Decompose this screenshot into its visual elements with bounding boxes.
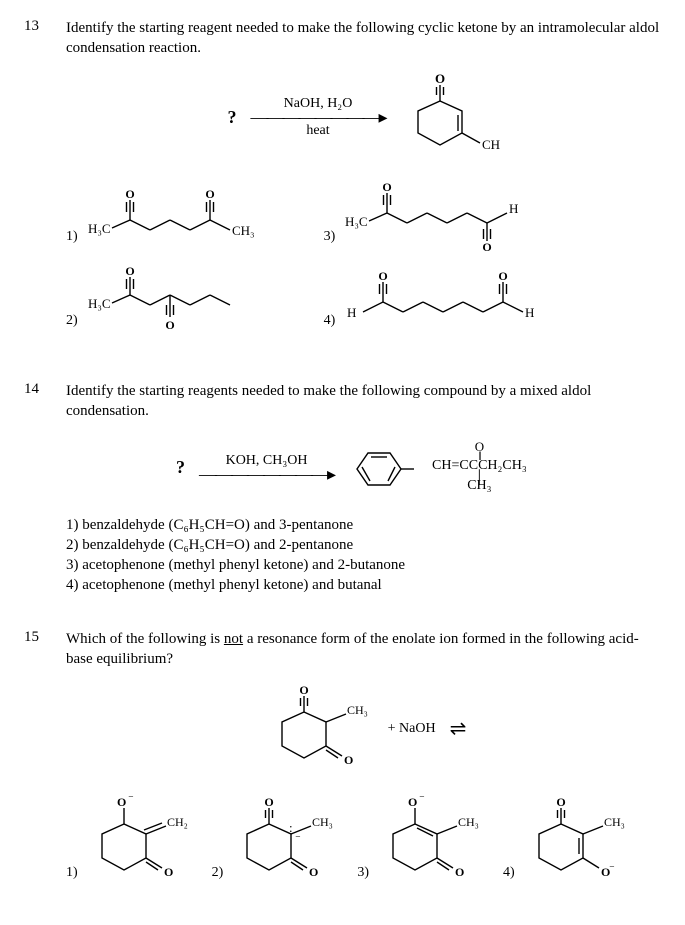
svg-text:O: O bbox=[265, 795, 274, 809]
option-label: 4) bbox=[324, 313, 336, 335]
svg-text:O: O bbox=[164, 865, 173, 879]
plus-naoh: + NaOH bbox=[388, 721, 436, 737]
option-3: 3) acetophenone (methyl phenyl ketone) a… bbox=[66, 557, 661, 574]
question-body: Identify the starting reagent needed to … bbox=[66, 18, 661, 349]
svg-text:O: O bbox=[379, 270, 388, 283]
question-15: 15 Which of the following is not a reson… bbox=[24, 629, 661, 901]
reaction-unknown: ? bbox=[176, 457, 185, 478]
svg-text:O: O bbox=[117, 795, 126, 809]
svg-text:O: O bbox=[205, 187, 214, 201]
start-structure: O O CH₃ bbox=[264, 684, 374, 774]
svg-text:CH₃: CH₃ bbox=[604, 815, 625, 829]
equilibrium-arrow-icon: ⇌ bbox=[450, 716, 464, 741]
option-label: 2) bbox=[212, 865, 224, 887]
stem-underlined: not bbox=[224, 631, 243, 647]
svg-text:O: O bbox=[299, 684, 308, 697]
reaction-arrow: KOH, CH₃OH ————————▸ bbox=[199, 453, 334, 481]
question-body: Identify the starting reagents needed to… bbox=[66, 381, 661, 598]
product-ch3-label: CH₃ bbox=[482, 137, 500, 152]
svg-text:O: O bbox=[556, 795, 565, 809]
reaction-arrow: NaOH, H₂O ————————▸ heat bbox=[250, 96, 385, 138]
reaction-conditions-bottom: heat bbox=[306, 123, 329, 139]
svg-text:CH₃: CH₃ bbox=[347, 703, 368, 717]
option-label: 4) bbox=[503, 865, 515, 887]
question-stem: Identify the starting reagent needed to … bbox=[66, 18, 661, 59]
svg-text:O: O bbox=[499, 270, 508, 283]
resonance-options: 1) O ⁻ O CH₂ bbox=[66, 792, 661, 901]
svg-text:⁻: ⁻ bbox=[295, 833, 301, 845]
option-4: 4) O O ⁻ CH₃ bbox=[503, 792, 631, 887]
option-4-structure: O O H H bbox=[341, 270, 561, 330]
option-4: 4) acetophenone (methyl phenyl ketone) a… bbox=[66, 577, 661, 594]
question-body: Which of the following is not a resonanc… bbox=[66, 629, 661, 901]
svg-text:H₃C: H₃C bbox=[345, 214, 368, 229]
question-14: 14 Identify the starting reagents needed… bbox=[24, 381, 661, 598]
option-4: 4) bbox=[324, 265, 562, 335]
option-2: 2) benzaldehyde (C₆H₅CH=O) and 2-pentano… bbox=[66, 537, 661, 554]
option-3: 3) O ⁻ O CH₃ bbox=[357, 792, 485, 887]
product-structure: O CH₃ bbox=[400, 73, 500, 163]
product-tail-2: CH₃ bbox=[432, 479, 527, 494]
svg-text:⁻: ⁻ bbox=[128, 793, 134, 805]
svg-text:⁻: ⁻ bbox=[609, 863, 615, 875]
svg-text:⁻: ⁻ bbox=[419, 793, 425, 805]
option-2: 2) O O bbox=[66, 265, 284, 335]
svg-text:H: H bbox=[509, 201, 518, 216]
svg-text:O: O bbox=[434, 73, 444, 86]
question-number: 13 bbox=[24, 18, 66, 349]
question-13: 13 Identify the starting reagent needed … bbox=[24, 18, 661, 349]
question-number: 15 bbox=[24, 629, 66, 901]
svg-text:O: O bbox=[125, 265, 134, 278]
equilibrium-scheme: O O CH₃ + NaOH ⇌ bbox=[66, 684, 661, 774]
option-3: 3) bbox=[324, 181, 552, 251]
option-label: 1) bbox=[66, 865, 78, 887]
option-1: 1) O ⁻ O CH₂ bbox=[66, 792, 194, 887]
stem-pre: Which of the following is bbox=[66, 631, 224, 647]
svg-text::: : bbox=[289, 820, 293, 835]
product-tail: O ‖ CH=CCCH₂CH₃ │ CH₃ bbox=[432, 440, 527, 494]
svg-text:O: O bbox=[344, 753, 353, 767]
phenyl-ring bbox=[348, 435, 418, 499]
option-1-structure: O ⁻ O CH₂ bbox=[84, 792, 194, 887]
svg-text:H: H bbox=[525, 305, 534, 320]
option-1: 1) benzaldehyde (C₆H₅CH=O) and 3-pentano… bbox=[66, 517, 661, 534]
reaction-unknown: ? bbox=[227, 107, 236, 128]
option-2-structure: O O H₃C bbox=[84, 265, 284, 335]
svg-text:H₃C: H₃C bbox=[88, 221, 111, 236]
reaction-scheme: ? NaOH, H₂O ————————▸ heat bbox=[66, 73, 661, 163]
svg-text:CH₃: CH₃ bbox=[232, 223, 255, 238]
svg-text:CH₃: CH₃ bbox=[312, 815, 333, 829]
option-label: 3) bbox=[357, 865, 369, 887]
option-1-structure: O O H₃C CH₃ bbox=[84, 186, 284, 246]
svg-text:O: O bbox=[483, 240, 492, 251]
options-row-1: 1) bbox=[66, 181, 661, 265]
question-stem: Which of the following is not a resonanc… bbox=[66, 629, 661, 670]
option-label: 1) bbox=[66, 229, 78, 251]
svg-text:H: H bbox=[347, 305, 356, 320]
option-label: 2) bbox=[66, 313, 78, 335]
option-4-structure: O O ⁻ CH₃ bbox=[521, 792, 631, 887]
svg-text:O: O bbox=[455, 865, 464, 879]
arrow-icon: ————————▸ bbox=[199, 467, 334, 481]
svg-text:O: O bbox=[408, 795, 417, 809]
question-stem: Identify the starting reagents needed to… bbox=[66, 381, 661, 422]
options-row-2: 2) O O bbox=[66, 265, 661, 349]
svg-text:CH₃: CH₃ bbox=[458, 815, 479, 829]
option-2: 2) O O CH₃ : ⁻ bbox=[212, 792, 340, 887]
svg-text:O: O bbox=[309, 865, 318, 879]
option-2-structure: O O CH₃ : ⁻ bbox=[229, 792, 339, 887]
option-3-structure: O O H₃C H bbox=[341, 181, 551, 251]
question-number: 14 bbox=[24, 381, 66, 598]
reaction-scheme: ? KOH, CH₃OH ————————▸ O ‖ CH=CCCH₂CH₃ bbox=[66, 435, 661, 499]
svg-text:O: O bbox=[383, 181, 392, 194]
svg-text:O: O bbox=[125, 187, 134, 201]
option-3-structure: O ⁻ O CH₃ bbox=[375, 792, 485, 887]
options-list: 1) benzaldehyde (C₆H₅CH=O) and 3-pentano… bbox=[66, 517, 661, 594]
svg-text:CH₂: CH₂ bbox=[167, 815, 188, 829]
option-1: 1) bbox=[66, 181, 284, 251]
svg-text:H₃C: H₃C bbox=[88, 296, 111, 311]
option-label: 3) bbox=[324, 229, 336, 251]
svg-text:O: O bbox=[165, 318, 174, 332]
